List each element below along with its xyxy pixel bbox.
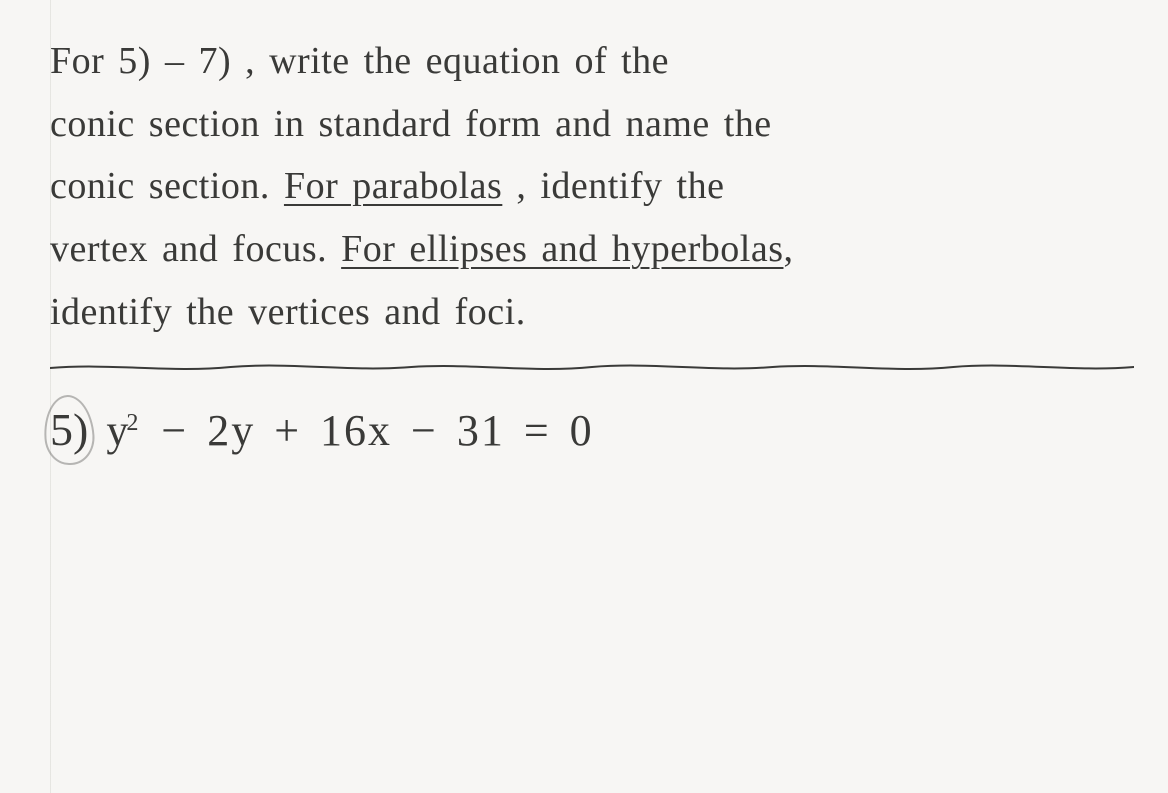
instructions-line4-underline: For ellipses and hyperbolas bbox=[341, 228, 783, 270]
handwritten-page: For 5) – 7) , write the equation of the … bbox=[0, 0, 1168, 793]
instructions-line4b: , bbox=[784, 228, 794, 270]
instructions-block: For 5) – 7) , write the equation of the … bbox=[50, 30, 1134, 343]
instructions-line2: conic section in standard form and name … bbox=[50, 103, 772, 145]
instructions-line1: For 5) – 7) , write the equation of the bbox=[50, 40, 669, 82]
problem-number: 5) bbox=[50, 403, 88, 456]
instructions-line3b: , identify the bbox=[502, 165, 724, 207]
instructions-line4a: vertex and focus. bbox=[50, 228, 341, 270]
problem-5: 5) y2 − 2y + 16x − 31 = 0 bbox=[50, 403, 1134, 456]
eq-term1-exp: 2 bbox=[126, 409, 140, 436]
instructions-line5: identify the vertices and foci. bbox=[50, 291, 526, 333]
eq-rest: − 2y + 16x − 31 = 0 bbox=[142, 406, 593, 455]
instructions-line3-underline: For parabolas bbox=[284, 165, 502, 207]
wavy-divider bbox=[50, 361, 1134, 375]
problem-equation: y2 − 2y + 16x − 31 = 0 bbox=[106, 405, 593, 456]
instructions-line3a: conic section. bbox=[50, 165, 284, 207]
wavy-divider-path bbox=[50, 366, 1134, 369]
empty-workspace bbox=[50, 456, 1134, 616]
